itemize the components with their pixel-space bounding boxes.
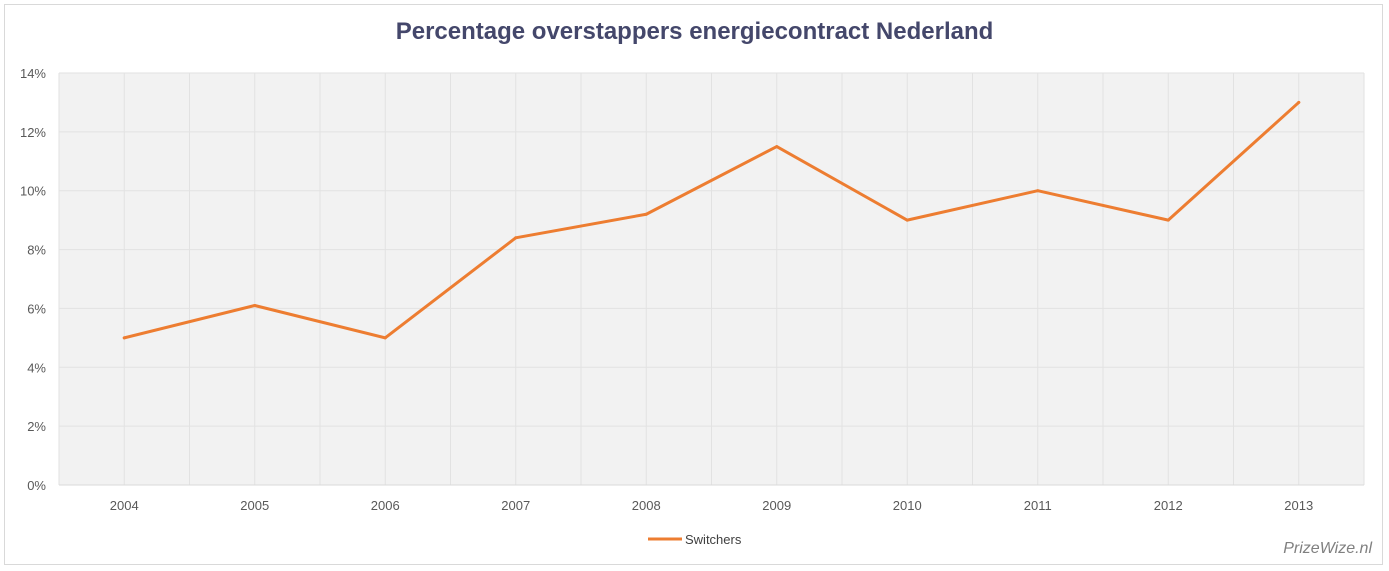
y-axis-ticks: 0% 2% 4% 6% 8% 10% 12% 14%	[20, 66, 46, 493]
y-tick-label: 4%	[27, 360, 46, 375]
gridlines	[58, 72, 1365, 486]
x-tick-label: 2005	[240, 498, 269, 513]
x-tick-label: 2009	[762, 498, 791, 513]
series-line	[122, 100, 1301, 340]
x-tick-label: 2011	[1024, 498, 1052, 513]
legend: Switchers	[648, 532, 742, 547]
x-tick-label: 2004	[110, 498, 139, 513]
legend-label: Switchers	[685, 532, 742, 547]
data-point	[1297, 100, 1301, 104]
x-tick-label: 2006	[371, 498, 400, 513]
x-tick-label: 2008	[632, 498, 661, 513]
y-tick-label: 6%	[27, 301, 46, 316]
y-tick-label: 12%	[20, 125, 46, 140]
x-tick-label: 2012	[1154, 498, 1183, 513]
y-tick-label: 10%	[20, 184, 46, 199]
data-point	[775, 145, 779, 149]
y-tick-label: 8%	[27, 243, 46, 258]
data-point	[905, 218, 909, 222]
chart-title: Percentage overstappers energiecontract …	[395, 18, 994, 45]
y-tick-label: 2%	[27, 419, 46, 434]
y-tick-label: 0%	[27, 478, 46, 493]
data-point	[383, 336, 387, 340]
data-point	[1166, 218, 1170, 222]
x-tick-label: 2013	[1284, 498, 1313, 513]
data-point	[514, 236, 518, 240]
x-tick-label: 2010	[893, 498, 922, 513]
y-tick-label: 14%	[20, 66, 46, 81]
data-point	[644, 212, 648, 216]
x-axis-ticks: 2004 2005 2006 2007 2008 2009 2010 2011 2012 2013	[110, 498, 1313, 513]
data-point	[253, 303, 257, 307]
x-tick-label: 2007	[501, 498, 530, 513]
data-point	[1036, 189, 1040, 193]
watermark: PrizeWize.nl	[1283, 540, 1372, 557]
data-point	[122, 336, 126, 340]
series-group	[122, 100, 1301, 340]
